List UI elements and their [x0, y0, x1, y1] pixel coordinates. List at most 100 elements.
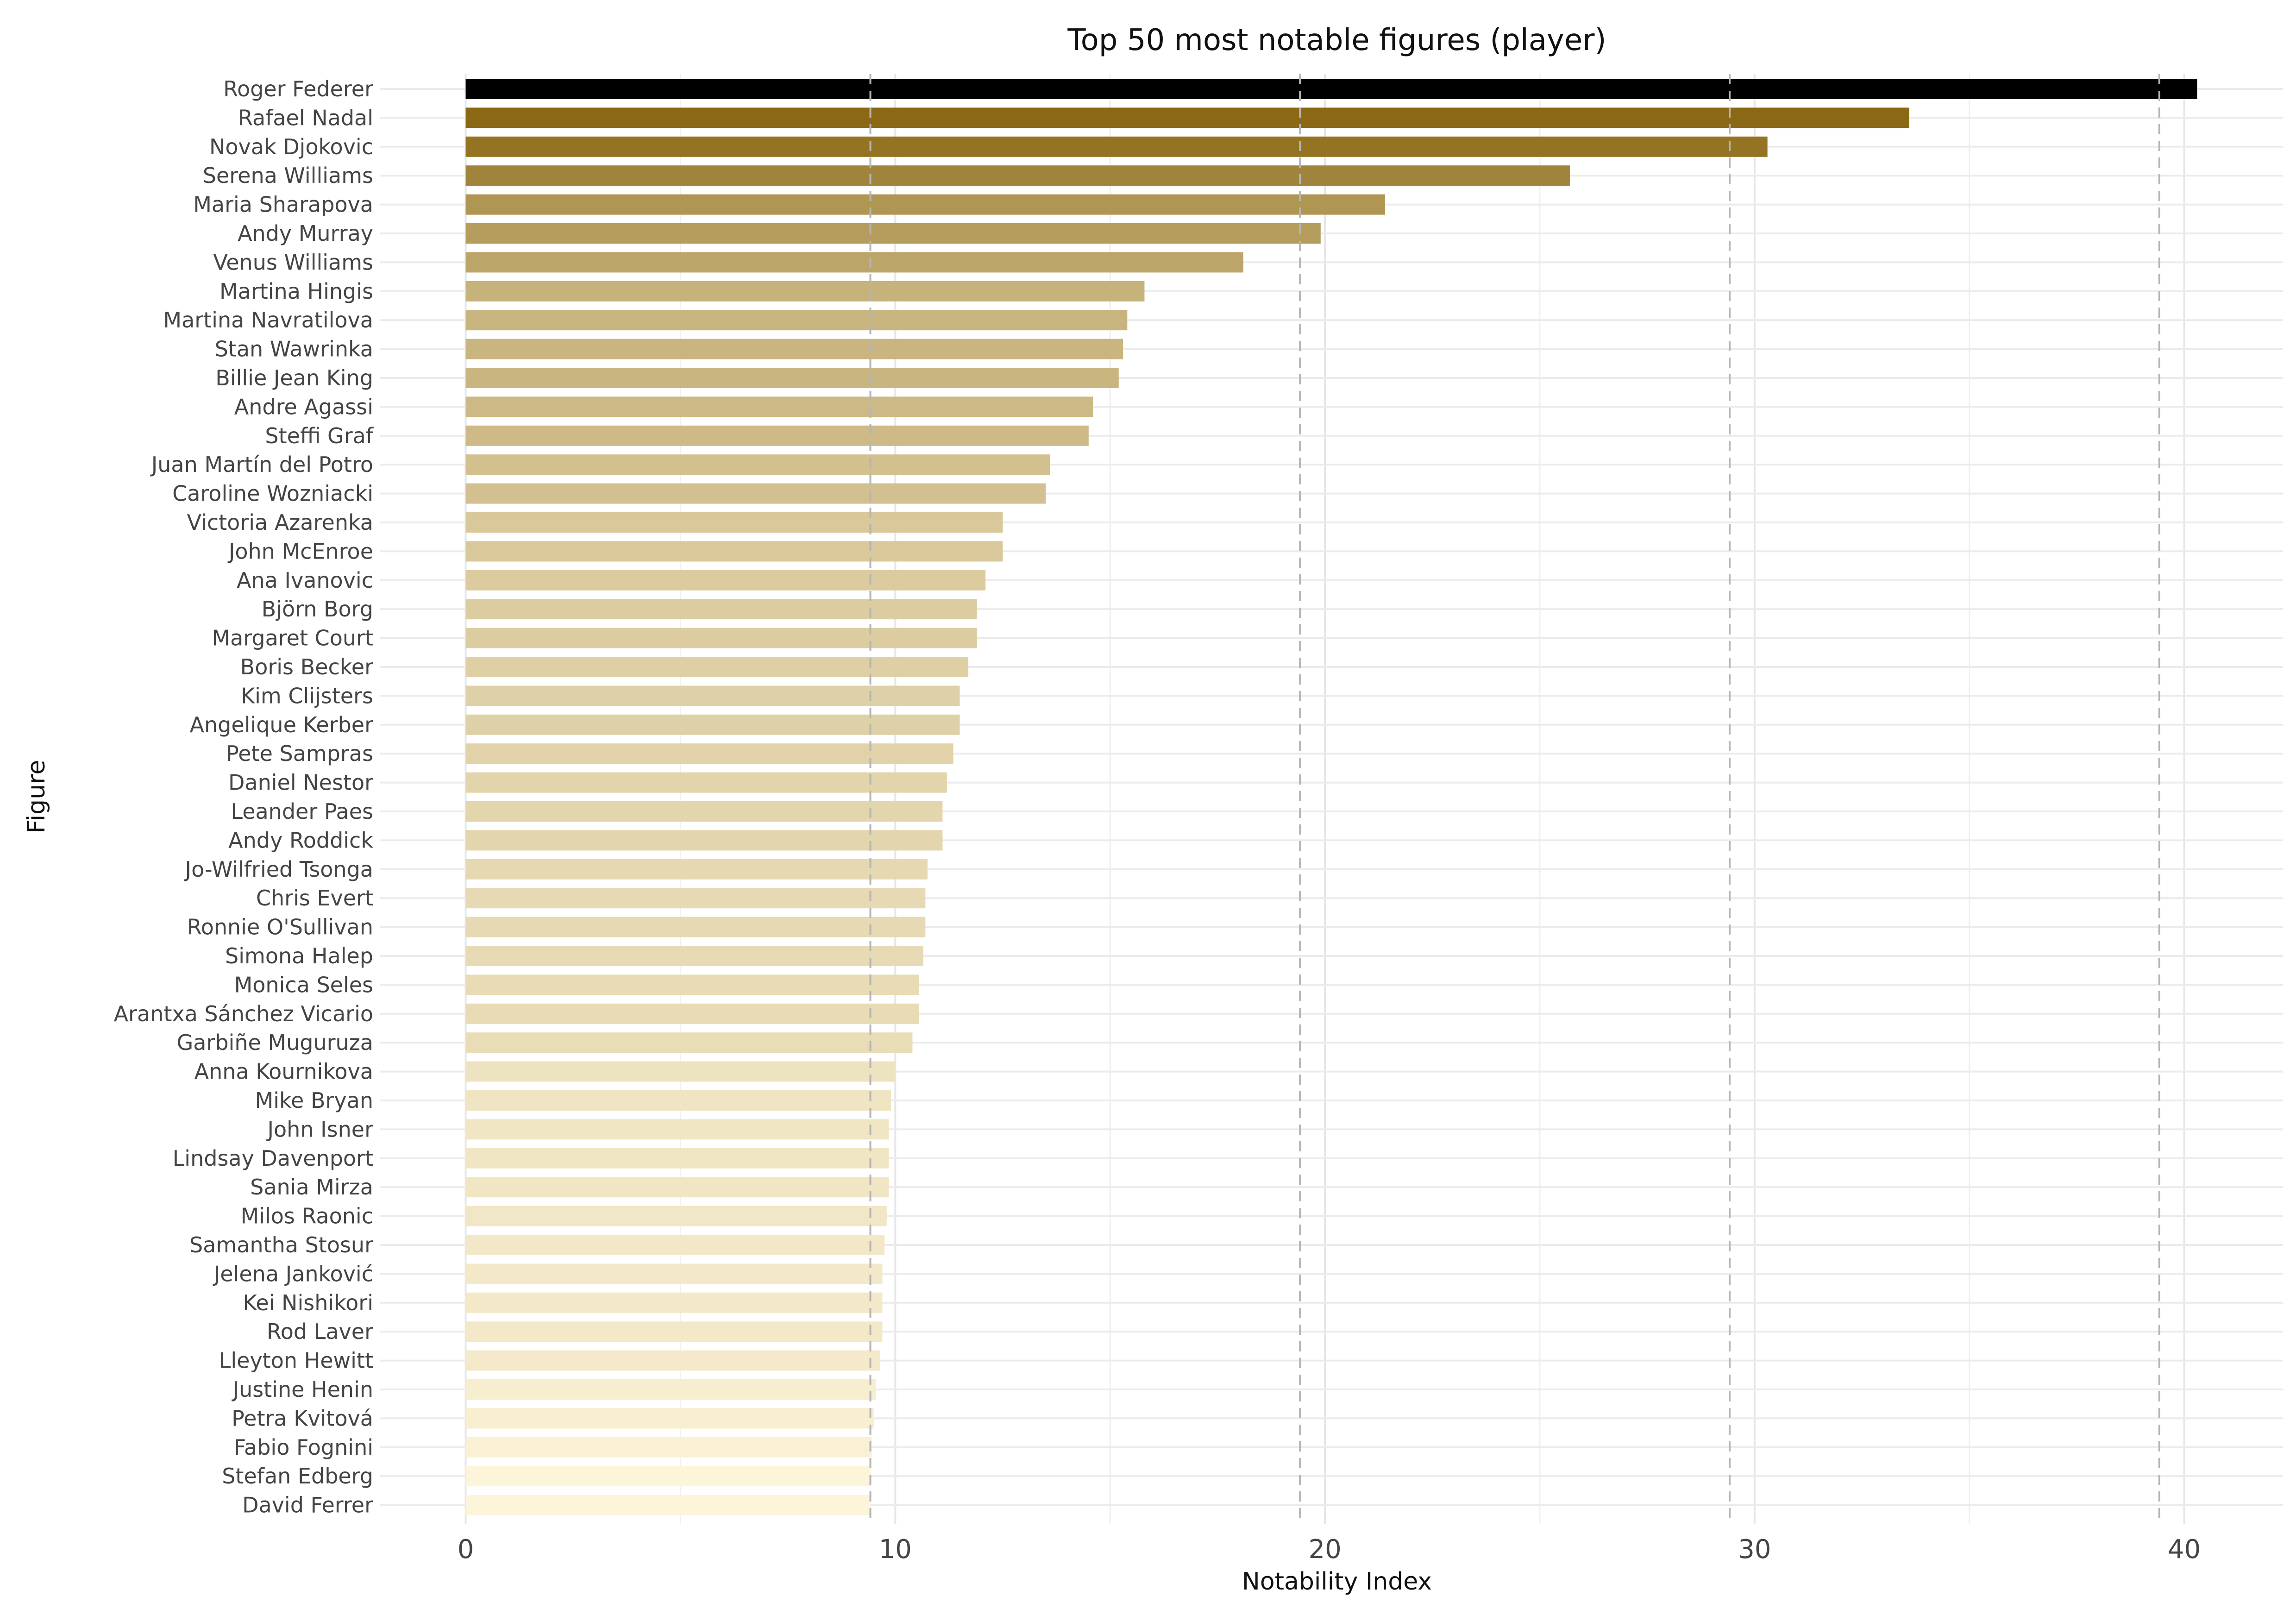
bar: [465, 1235, 885, 1255]
category-label: Petra Kvitová: [232, 1406, 373, 1431]
bar: [465, 917, 926, 937]
category-label: Kei Nishikori: [243, 1290, 373, 1315]
category-label: Andy Roddick: [228, 828, 373, 853]
category-label: Leander Paes: [231, 799, 373, 824]
category-label: Martina Navratilova: [163, 308, 373, 333]
bar: [465, 1090, 891, 1111]
bar: [465, 685, 960, 706]
category-label: Lleyton Hewitt: [219, 1348, 373, 1373]
bar: [465, 425, 1089, 446]
bar: [465, 801, 943, 822]
category-label: Novak Djokovic: [209, 134, 373, 159]
category-label: Boris Becker: [240, 654, 373, 679]
bar: [465, 310, 1128, 331]
bar: [465, 368, 1119, 388]
bar: [465, 281, 1145, 302]
bar: [465, 1292, 883, 1313]
category-label: Jo-Wilfried Tsonga: [184, 857, 373, 882]
category-label: John McEnroe: [227, 539, 373, 564]
bar: [465, 1379, 876, 1400]
category-label-layer: Roger Federer Rafael Nadal Novak Djokovic S…: [114, 76, 374, 1518]
bar: [465, 107, 1909, 128]
x-tick-label: 40: [2168, 1534, 2201, 1565]
category-label: Andre Agassi: [234, 394, 373, 419]
category-label: Garbiñe Muguruza: [177, 1030, 373, 1055]
category-label: Lindsay Davenport: [173, 1146, 373, 1171]
category-label: Ana Ivanovic: [237, 568, 373, 593]
bar-layer: [465, 79, 2197, 1515]
category-label: Billie Jean King: [215, 365, 373, 390]
bar: [465, 79, 2197, 99]
bar: [465, 772, 947, 793]
category-label: Ronnie O'Sullivan: [187, 915, 373, 940]
bar: [465, 1466, 871, 1487]
reference-line-layer: [869, 74, 2160, 1524]
bar: [465, 1206, 887, 1226]
bar: [465, 1408, 874, 1429]
category-label: Angelique Kerber: [190, 712, 374, 737]
bar: [465, 657, 969, 677]
category-label: Simona Halep: [225, 943, 373, 968]
bar: [465, 252, 1243, 273]
x-tick-label: 0: [458, 1534, 474, 1565]
bar: [465, 830, 943, 851]
category-label: Pete Sampras: [226, 741, 373, 766]
bar: [465, 570, 986, 591]
bar: [465, 1350, 880, 1371]
bar: [465, 1321, 883, 1342]
bar: [465, 1032, 913, 1053]
x-axis-title: Notability Index: [1242, 1568, 1432, 1596]
bar: [465, 1495, 871, 1515]
category-label: Justine Henin: [231, 1377, 373, 1402]
category-label: Sania Mirza: [250, 1175, 373, 1200]
bar: [465, 859, 928, 880]
category-label: Caroline Wozniacki: [172, 481, 373, 506]
category-label: Maria Sharapova: [193, 192, 373, 217]
category-label: Chris Evert: [256, 886, 373, 911]
category-label: Venus Williams: [213, 250, 373, 275]
bar: [465, 483, 1046, 504]
bar: [465, 136, 1768, 157]
category-label: Martina Hingis: [220, 279, 373, 304]
y-axis-title: Figure: [23, 760, 50, 834]
category-label: Jelena Janković: [213, 1261, 373, 1286]
bar: [465, 1148, 889, 1169]
bar: [465, 512, 1003, 533]
bar: [465, 339, 1123, 359]
bar: [465, 714, 960, 735]
bar: [465, 1061, 896, 1082]
x-tick-label: 30: [1738, 1534, 1771, 1565]
category-label: Anna Kournikova: [194, 1059, 373, 1084]
x-tick-layer: 0 10 20 30 40: [458, 1534, 2201, 1565]
category-label: Roger Federer: [223, 76, 373, 101]
category-label: Mike Bryan: [255, 1088, 373, 1113]
category-label: Daniel Nestor: [228, 770, 373, 795]
bar: [465, 1119, 889, 1140]
category-label: John Isner: [266, 1117, 373, 1142]
category-label: Stan Wawrinka: [215, 337, 373, 362]
category-label: Margaret Court: [212, 626, 373, 651]
bar: [465, 1437, 872, 1458]
bar: [465, 743, 954, 764]
bar: [465, 974, 919, 995]
category-label: Arantxa Sánchez Vicario: [114, 1001, 373, 1026]
bar: [465, 1263, 883, 1284]
bar: [465, 165, 1570, 186]
category-label: Samantha Stosur: [189, 1232, 373, 1257]
category-label: Rod Laver: [267, 1319, 373, 1344]
category-label: Stefan Edberg: [222, 1464, 373, 1489]
category-label: Rafael Nadal: [238, 105, 373, 130]
category-label: Kim Clijsters: [241, 683, 373, 708]
category-label: David Ferrer: [242, 1493, 373, 1518]
bar: [465, 628, 977, 648]
category-label: Fabio Fognini: [234, 1435, 373, 1460]
category-label: Milos Raonic: [241, 1204, 374, 1229]
bar: [465, 541, 1003, 562]
bar: [465, 454, 1050, 475]
category-label: Björn Borg: [262, 597, 373, 622]
category-label: Serena Williams: [203, 163, 373, 188]
bar: [465, 1003, 919, 1024]
bar: [465, 1177, 889, 1198]
